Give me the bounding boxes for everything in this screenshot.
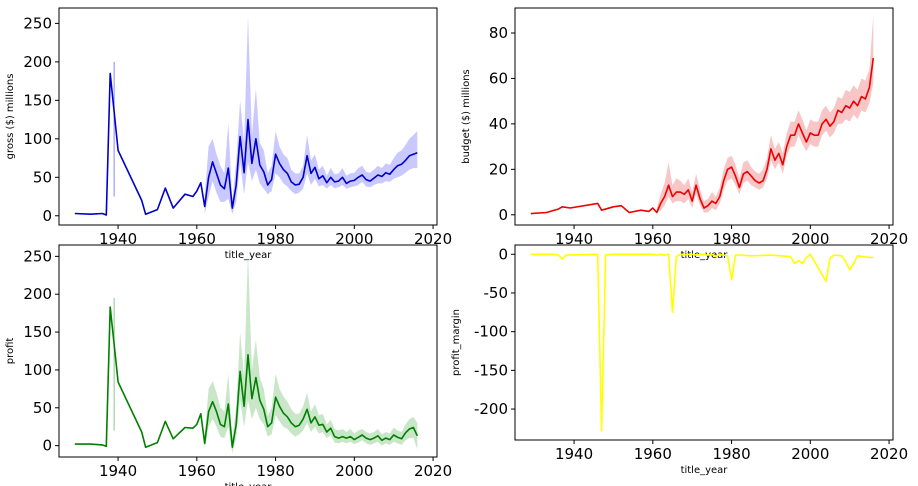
profit-margin-y-tick-label: -100 [474, 323, 508, 341]
gross-x-tick-label: 2000 [335, 230, 373, 248]
profit-series-line [74, 306, 419, 449]
profit-margin-x-tick-label: 1960 [634, 445, 672, 463]
gross-x-axis-label: title_year [225, 250, 273, 261]
budget-x-tick-label: 2000 [791, 230, 829, 248]
profit-x-tick-label: 1940 [99, 462, 137, 480]
gross-y-axis-label: gross ($) millions [5, 74, 16, 160]
gross-series-line [74, 72, 418, 216]
budget-x-tick-label: 1960 [634, 230, 672, 248]
budget-x-tick-label: 2020 [870, 230, 908, 248]
gross-x-tick-label: 1960 [178, 230, 216, 248]
gross-confidence-band [204, 15, 418, 215]
profit-x-tick-label: 2000 [335, 462, 373, 480]
profit-margin-axes-frame [514, 244, 894, 441]
profit-y-tick-label: 50 [33, 399, 52, 417]
profit-y-tick-label: 100 [23, 361, 52, 379]
budget-y-tick-label: 40 [489, 115, 508, 133]
gross-y-tick-label: 0 [42, 207, 52, 225]
profit-margin-x-tick-label: 2020 [870, 445, 908, 463]
profit-margin-y-tick-label: -200 [474, 400, 508, 418]
profit-margin-x-tick-label: 1980 [712, 445, 750, 463]
profit-chart: 1940 1960 1980 2000 2020 0 50 100 150 200 250 title… [5, 244, 452, 486]
profit-confidence-band [204, 252, 418, 454]
profit-margin-y-axis-label: profit_margin [451, 309, 462, 376]
budget-series-line [530, 57, 875, 215]
budget-y-tick-label: 80 [489, 24, 508, 42]
gross-y-tick-label: 150 [23, 91, 52, 109]
budget-chart: 1940 1960 1980 2000 2020 0 20 40 60 80 title_year b… [461, 7, 908, 261]
profit-x-tick-label: 1960 [178, 462, 216, 480]
profit-y-axis-label: profit [5, 338, 16, 365]
budget-x-axis-label: title_year [681, 250, 729, 261]
profit-y-tick-label: 200 [23, 285, 52, 303]
gross-x-tick-label: 1980 [256, 230, 294, 248]
profit-axes-frame [58, 244, 438, 458]
profit-y-tick-label: 0 [42, 437, 52, 455]
budget-x-tick-label: 1940 [555, 230, 593, 248]
gross-chart: 1940 1960 1980 2000 2020 0 50 100 150 200 250 title… [5, 7, 452, 261]
profit-x-tick-label: 1980 [256, 462, 294, 480]
profit-x-tick-label: 2020 [414, 462, 452, 480]
gross-y-tick-label: 250 [23, 14, 52, 32]
profit-margin-x-tick-label: 1940 [555, 445, 593, 463]
gross-y-tick-label: 200 [23, 53, 52, 71]
profit-margin-chart: 1940 1960 1980 2000 2020 0 -50 -100 -150 -200 titl… [451, 244, 908, 476]
budget-y-tick-label: 0 [498, 206, 508, 224]
profit-margin-y-tick-label: -150 [474, 361, 508, 379]
budget-x-tick-label: 1980 [712, 230, 750, 248]
profit-margin-x-tick-label: 2000 [791, 445, 829, 463]
profit-margin-y-tick-label: -50 [484, 284, 509, 302]
budget-confidence-band [656, 14, 874, 213]
gross-y-tick-label: 100 [23, 130, 52, 148]
profit-y-tick-label: 250 [23, 247, 52, 265]
profit-margin-x-axis-label: title_year [681, 465, 729, 476]
gross-axes-frame [58, 7, 438, 226]
gross-x-tick-label: 2020 [414, 230, 452, 248]
profit-y-tick-label: 150 [23, 323, 52, 341]
budget-axes-frame [514, 7, 894, 226]
profit-x-axis-label: title_year [225, 482, 273, 486]
budget-y-axis-label: budget ($) millions [461, 69, 472, 164]
budget-y-tick-label: 20 [489, 160, 508, 178]
gross-y-tick-label: 50 [33, 168, 52, 186]
budget-y-tick-label: 60 [489, 69, 508, 87]
gross-x-tick-label: 1940 [99, 230, 137, 248]
profit-margin-y-tick-label: 0 [498, 245, 508, 263]
profit-margin-series-line [530, 253, 874, 432]
